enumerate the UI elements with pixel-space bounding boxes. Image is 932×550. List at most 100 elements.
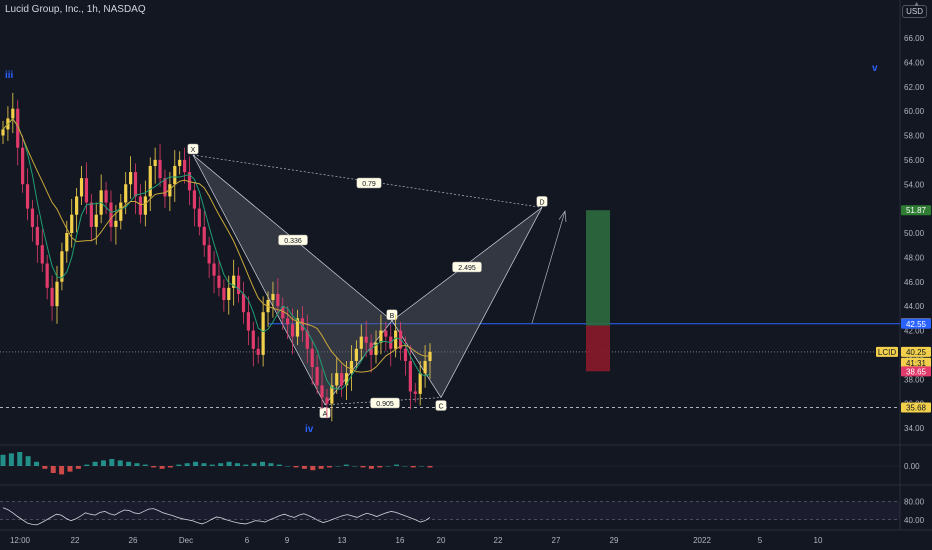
y-tick-label: 38.00 [904,375,925,384]
candle [89,202,93,227]
pattern-point-x-bg [187,143,199,155]
momentum-bar [84,464,90,466]
momentum-bar [201,463,207,466]
momentum-bar [285,466,291,467]
candle [124,184,128,203]
momentum-bar [402,466,408,467]
candle [340,373,344,386]
candle [202,226,206,246]
momentum-bar [126,461,132,466]
momentum-bar [17,452,23,466]
y-tick-label: 58.00 [904,132,925,141]
candle [286,318,290,325]
candle [222,287,226,301]
momentum-bar [419,466,425,467]
candle [241,293,246,313]
pattern-point-d-bg [536,196,548,207]
momentum-bar [427,466,433,468]
momentum-bar [8,453,14,466]
candle [320,385,324,398]
price-tag-bg [901,357,931,368]
pattern-point-a-bg [319,407,331,419]
candle [276,293,280,307]
momentum-bar [117,460,123,466]
x-tick-label: 5 [758,536,763,545]
candle [236,275,241,294]
currency-badge[interactable]: USD [902,5,927,18]
momentum-bar [293,466,299,468]
y-tick-label: 46.00 [904,278,925,287]
candle [295,318,300,337]
pattern-leg [192,154,326,406]
candle [364,336,368,343]
candle [300,318,304,331]
pattern-ratio-leg [324,397,442,406]
candle [384,330,388,337]
candle [30,208,35,227]
y-tick-label: 56.00 [904,156,925,165]
candle [315,367,319,386]
candle [261,312,265,355]
candle [21,147,25,185]
x-tick-label: 10 [814,536,823,545]
price-tag: 41:31 [906,359,927,368]
momentum-bar [151,466,157,468]
pattern-point-x: X [191,147,196,154]
momentum-bar [100,460,106,466]
candle [325,397,329,404]
candle [374,342,378,355]
candle [217,275,221,288]
symbol-tag: LCID [878,348,896,357]
candle [138,196,143,215]
wave-label-v: v [872,63,878,74]
momentum-bar [318,466,324,469]
candle [182,159,187,173]
x-tick-label: Dec [179,536,193,545]
candles [1,92,432,422]
pattern-point-b-bg [386,309,398,320]
y-tick-label: 66.00 [904,34,925,43]
momentum-bar [193,461,199,466]
candle [11,108,15,119]
x-tick-label: 13 [338,536,347,545]
pattern-point-c-bg [435,400,447,411]
price-tag: 35.68 [906,404,927,413]
candle [232,275,236,288]
x-tick-label: 22 [494,536,503,545]
y-tick-label: 42.00 [904,327,925,336]
momentum-bar [360,466,366,468]
candle [178,159,182,166]
candle [197,208,201,227]
candle [227,287,231,301]
symbol-title[interactable]: Lucid Group, Inc., 1h, NASDAQ [5,4,146,15]
candle [423,360,427,374]
candle [119,202,123,221]
candle [408,360,412,392]
y-tick-label: 34.00 [904,424,925,433]
candle [413,391,417,394]
ratio-xd-bg [356,177,382,189]
momentum-bar [268,463,274,466]
candle [354,348,358,361]
candle [403,348,408,361]
rsi-line [2,507,431,526]
x-tick-label: 22 [71,536,80,545]
momentum-bar [25,456,31,466]
price-tag-bg [901,205,931,216]
profit-zone [586,210,610,326]
ratio-xb: 0.336 [284,238,302,245]
ma-slow-line [2,118,431,373]
momentum-bar [142,464,148,466]
x-tick-label: 26 [129,536,138,545]
ratio-ac-bg [370,397,400,409]
symbol-tag-bg [876,346,898,357]
candle [16,108,20,148]
wave-label-iv: iv [305,424,314,435]
x-tick-label: 29 [610,536,619,545]
momentum-bar [377,466,383,468]
chevron-up-icon[interactable]: ▲ [913,1,920,8]
x-tick-label: 9 [285,536,290,545]
x-tick-label: 6 [245,536,250,545]
momentum-bar [176,464,182,466]
